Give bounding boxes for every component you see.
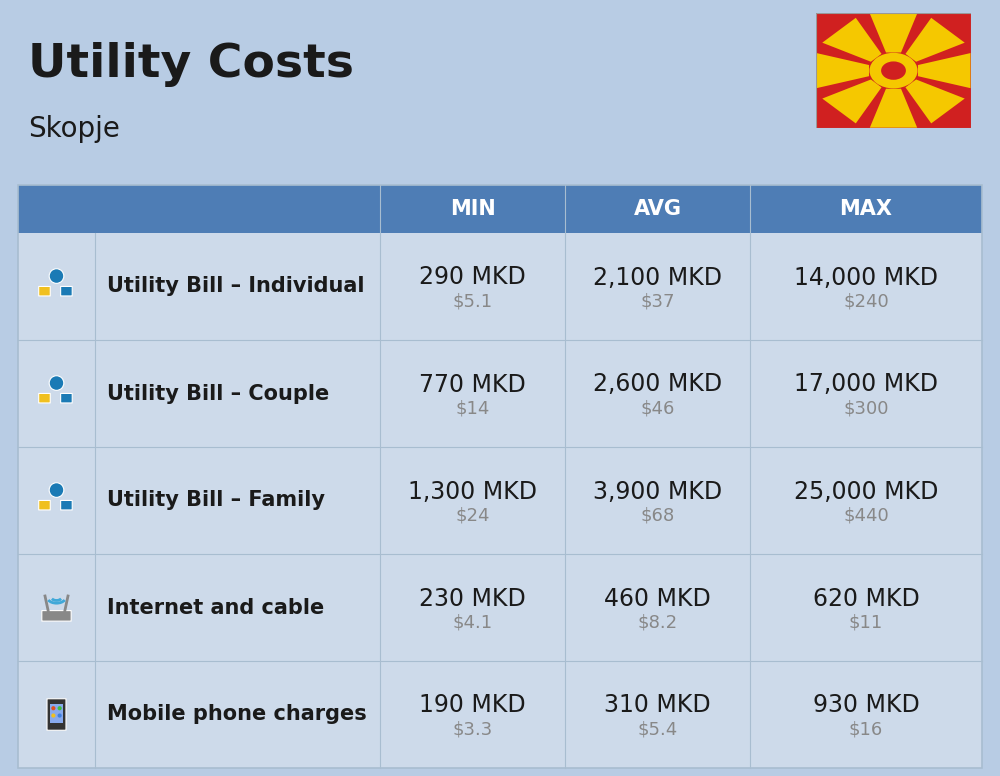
Polygon shape <box>870 88 917 128</box>
Text: 770 MKD: 770 MKD <box>419 372 526 397</box>
Text: 310 MKD: 310 MKD <box>604 694 711 718</box>
Bar <box>50 704 63 723</box>
Text: Utility Costs: Utility Costs <box>28 42 354 87</box>
Text: $5.1: $5.1 <box>452 293 493 310</box>
Bar <box>18 340 982 447</box>
Circle shape <box>49 376 64 390</box>
FancyBboxPatch shape <box>39 393 50 403</box>
Text: Internet and cable: Internet and cable <box>107 598 324 618</box>
Text: $11: $11 <box>849 614 883 632</box>
Circle shape <box>58 713 62 718</box>
FancyBboxPatch shape <box>47 698 66 730</box>
Text: $440: $440 <box>843 507 889 525</box>
Circle shape <box>51 706 55 710</box>
Bar <box>18 661 982 768</box>
Bar <box>18 447 982 554</box>
Text: MIN: MIN <box>450 199 495 219</box>
Text: 1,300 MKD: 1,300 MKD <box>408 480 537 504</box>
Text: 190 MKD: 190 MKD <box>419 694 526 718</box>
Text: Mobile phone charges: Mobile phone charges <box>107 705 367 725</box>
Text: AVG: AVG <box>634 199 682 219</box>
Text: 2,600 MKD: 2,600 MKD <box>593 372 722 397</box>
Text: $37: $37 <box>640 293 675 310</box>
Circle shape <box>881 61 906 80</box>
FancyBboxPatch shape <box>61 501 72 510</box>
FancyBboxPatch shape <box>39 286 50 296</box>
Text: $5.4: $5.4 <box>637 720 678 739</box>
Polygon shape <box>822 18 882 62</box>
FancyBboxPatch shape <box>42 611 71 621</box>
Text: 2,100 MKD: 2,100 MKD <box>593 265 722 289</box>
Text: $16: $16 <box>849 720 883 739</box>
Text: Utility Bill – Individual: Utility Bill – Individual <box>107 276 364 296</box>
Text: 230 MKD: 230 MKD <box>419 587 526 611</box>
Bar <box>18 185 982 768</box>
Text: $4.1: $4.1 <box>452 614 493 632</box>
Polygon shape <box>918 53 971 88</box>
Text: $68: $68 <box>640 507 675 525</box>
Polygon shape <box>822 79 882 123</box>
FancyBboxPatch shape <box>39 501 50 510</box>
Text: $14: $14 <box>455 400 490 417</box>
Text: 3,900 MKD: 3,900 MKD <box>593 480 722 504</box>
Bar <box>18 233 982 340</box>
Polygon shape <box>905 79 965 123</box>
Text: $3.3: $3.3 <box>452 720 493 739</box>
Text: Utility Bill – Family: Utility Bill – Family <box>107 490 325 511</box>
Text: $8.2: $8.2 <box>637 614 678 632</box>
Text: Utility Bill – Couple: Utility Bill – Couple <box>107 383 329 404</box>
Text: 460 MKD: 460 MKD <box>604 587 711 611</box>
Text: 930 MKD: 930 MKD <box>813 694 919 718</box>
Text: 290 MKD: 290 MKD <box>419 265 526 289</box>
Polygon shape <box>816 53 869 88</box>
Circle shape <box>49 483 64 497</box>
Text: $24: $24 <box>455 507 490 525</box>
Text: Skopje: Skopje <box>28 115 120 143</box>
Text: MAX: MAX <box>840 199 893 219</box>
Text: 25,000 MKD: 25,000 MKD <box>794 480 938 504</box>
Polygon shape <box>870 13 917 53</box>
Text: 14,000 MKD: 14,000 MKD <box>794 265 938 289</box>
FancyBboxPatch shape <box>61 393 72 403</box>
Text: $46: $46 <box>640 400 675 417</box>
Circle shape <box>869 53 918 88</box>
Circle shape <box>58 706 62 710</box>
Circle shape <box>51 713 55 718</box>
Polygon shape <box>905 18 965 62</box>
Text: 17,000 MKD: 17,000 MKD <box>794 372 938 397</box>
Bar <box>18 185 982 233</box>
Text: 620 MKD: 620 MKD <box>813 587 919 611</box>
Text: $240: $240 <box>843 293 889 310</box>
Text: $300: $300 <box>843 400 889 417</box>
Bar <box>18 554 982 661</box>
Circle shape <box>49 268 64 283</box>
FancyBboxPatch shape <box>61 286 72 296</box>
